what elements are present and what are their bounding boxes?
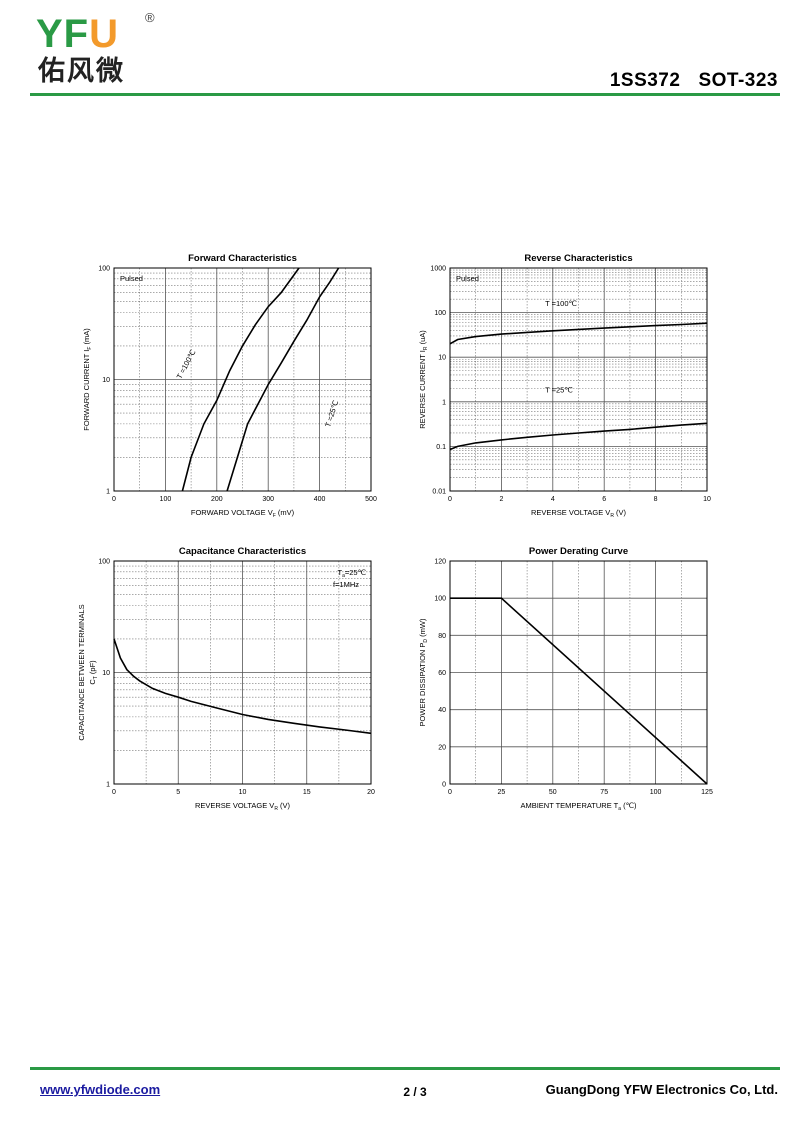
- x-tick-label: 50: [549, 789, 557, 796]
- y-tick-label: 0: [442, 782, 446, 789]
- website-link[interactable]: www.yfwdiode.com: [40, 1082, 161, 1097]
- reverse-characteristics-chart: 0 2 4 6 8 10 0.01 0.1 1 10 100 1000 Reverse Characte…: [418, 253, 711, 519]
- y-tick-label: 1: [442, 399, 446, 406]
- x-tick-label: 500: [365, 496, 377, 503]
- plot-frame: [113, 560, 372, 785]
- x-tick-label: 0: [112, 496, 116, 503]
- condition-note-frequency: f=1MHz: [333, 580, 359, 589]
- x-tick-label: 0: [448, 789, 452, 796]
- x-tick-label: 100: [650, 789, 662, 796]
- plot-frame: [449, 560, 708, 785]
- x-axis-label: REVERSE VOLTAGE VR (V): [531, 508, 627, 519]
- pulsed-note: Pulsed: [456, 274, 479, 283]
- y-tick-label: 10: [102, 670, 110, 677]
- x-tick-label: 10: [703, 496, 711, 503]
- x-tick-label: 4: [551, 496, 555, 503]
- x-tick-label: 0: [112, 789, 116, 796]
- series-label-0: T =100℃: [175, 348, 198, 381]
- x-tick-label: 100: [160, 496, 172, 503]
- y-axis-label: POWER DISSIPATION PD (mW): [418, 618, 429, 726]
- x-tick-label: 125: [701, 789, 713, 796]
- logo-letters: YFU: [36, 12, 119, 56]
- y-axis-label: CAPACITANCE BETWEEN TERMINALS CT (pF): [77, 604, 99, 740]
- x-tick-label: 0: [448, 496, 452, 503]
- company-name: GuangDong YFW Electronics Co, Ltd.: [545, 1082, 778, 1097]
- registered-mark: ®: [145, 10, 155, 25]
- x-tick-label: 2: [499, 496, 503, 503]
- x-tick-label: 400: [314, 496, 326, 503]
- series-line-1: [449, 422, 708, 451]
- x-tick-label: 15: [303, 789, 311, 796]
- y-tick-label: 100: [434, 310, 446, 317]
- y-tick-label: 10: [102, 377, 110, 384]
- x-tick-label: 200: [211, 496, 223, 503]
- y-tick-label: 10: [438, 355, 446, 362]
- x-tick-label: 75: [600, 789, 608, 796]
- y-tick-label: 0.1: [436, 444, 446, 451]
- y-tick-label: 100: [98, 559, 110, 566]
- y-tick-label: 1: [106, 782, 110, 789]
- y-tick-label: 0.01: [432, 489, 446, 496]
- y-axis-label: REVERSE CURRENT IR (uA): [418, 330, 429, 429]
- x-tick-label: 5: [176, 789, 180, 796]
- y-tick-label: 1000: [430, 266, 446, 273]
- part-number: 1SS372: [609, 70, 681, 91]
- chart-title: Power Derating Curve: [529, 546, 628, 557]
- x-tick-label: 25: [498, 789, 506, 796]
- plot-frame: [113, 267, 372, 492]
- y-tick-label: 40: [438, 707, 446, 714]
- y-tick-label: 1: [106, 489, 110, 496]
- chart-title: Reverse Characteristics: [524, 253, 632, 264]
- x-tick-label: 10: [239, 789, 247, 796]
- series-line-0: [181, 267, 300, 492]
- forward-characteristics-chart: 0 100 200 300 400 500 1 10 100 Forward Characteri…: [82, 253, 377, 519]
- package-name: SOT-323: [698, 70, 778, 91]
- chart-title: Capacitance Characteristics: [179, 546, 306, 557]
- x-tick-label: 6: [602, 496, 606, 503]
- footer-divider: [30, 1067, 780, 1070]
- x-axis-label: REVERSE VOLTAGE VR (V): [195, 801, 291, 812]
- y-axis-label: FORWARD CURRENT IF (mA): [82, 328, 93, 431]
- series-line-0: [450, 597, 708, 785]
- y-tick-label: 80: [438, 633, 446, 640]
- plot-frame: [449, 267, 708, 492]
- series-line-1: [226, 267, 340, 492]
- header-divider: [30, 93, 780, 96]
- series-label-1: T =25℃: [545, 386, 573, 395]
- logo-chinese-name: 佑风微: [38, 56, 125, 87]
- logo-letter-u: U: [89, 12, 120, 56]
- brand-logo: YFU ® 佑风微: [36, 10, 166, 92]
- capacitance-characteristics-chart: 0 5 10 15 20 1 10 100 Capacitance Characteristic…: [77, 546, 375, 812]
- logo-letters-yf: YF: [36, 12, 90, 56]
- x-tick-label: 20: [367, 789, 375, 796]
- y-tick-label: 100: [98, 266, 110, 273]
- chart-title: Forward Characteristics: [188, 253, 297, 264]
- x-axis-label: AMBIENT TEMPERATURE Ta (℃): [520, 801, 637, 812]
- y-tick-label: 120: [434, 559, 446, 566]
- series-label-1: T =25℃: [323, 399, 340, 429]
- y-tick-label: 20: [438, 744, 446, 751]
- y-tick-label: 100: [434, 596, 446, 603]
- pulsed-note: Pulsed: [120, 274, 143, 283]
- series-line-0: [113, 638, 372, 735]
- y-tick-label: 60: [438, 670, 446, 677]
- x-tick-label: 8: [654, 496, 658, 503]
- series-label-0: T =100℃: [545, 299, 577, 308]
- series-line-0: [449, 322, 708, 345]
- x-tick-label: 300: [262, 496, 274, 503]
- power-derating-chart: 0 25 50 75 100 125 0 20 40 60 80 100 120 Power Derati…: [418, 546, 713, 812]
- page-number: 2 / 3: [403, 1085, 427, 1099]
- document-title: 1SS372 SOT-323: [610, 70, 778, 92]
- x-axis-label: FORWARD VOLTAGE VF (mV): [191, 508, 295, 519]
- condition-note: Ta=25℃: [337, 568, 366, 579]
